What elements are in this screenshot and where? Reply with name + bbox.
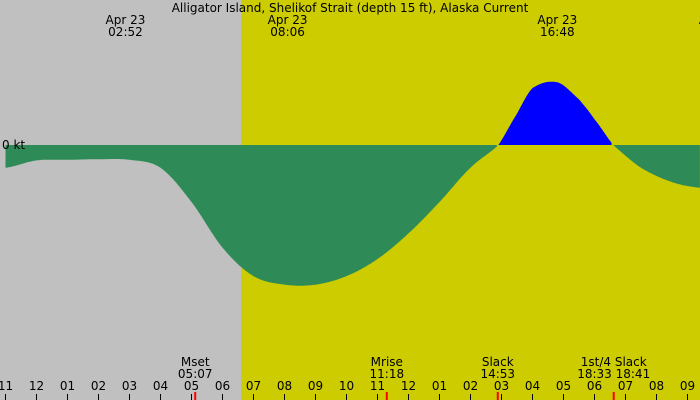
tick-mark-18: [563, 394, 564, 400]
tick-label-18: 05: [556, 379, 571, 393]
chart-title: Alligator Island, Shelikof Strait (depth…: [172, 1, 529, 15]
tick-mark-6: [191, 394, 192, 400]
tick-mark-15: [470, 394, 471, 400]
tick-label-20: 07: [618, 379, 633, 393]
event-name-mset: Mset: [181, 355, 210, 369]
tick-label-2: 01: [60, 379, 75, 393]
event-time-slack-2: 18:33 18:41: [577, 367, 650, 381]
tick-label-12: 11: [370, 379, 385, 393]
tick-label-7: 06: [215, 379, 230, 393]
tick-mark-8: [253, 394, 254, 400]
current-area-layer: [5, 81, 700, 286]
tick-label-14: 01: [432, 379, 447, 393]
hour-tick-labels: 11 12 01 02 03 04 05 06 07 08 09 10 11 12 01 02 03 04 05 06…: [0, 379, 695, 400]
event-time-slack-1: 14:53: [480, 367, 515, 381]
tick-mark-11: [346, 394, 347, 400]
tick-label-11: 10: [339, 379, 354, 393]
tick-mark-10: [315, 394, 316, 400]
event-marker-mrise: [385, 392, 388, 400]
tick-mark-1: [36, 394, 37, 400]
tick-label-0: 11: [0, 379, 13, 393]
tick-mark-0: [5, 394, 6, 400]
top-date-top-4: A: [699, 13, 700, 27]
tick-mark-19: [594, 394, 595, 400]
event-name-slack-2: 1st/4 Slack: [581, 355, 647, 369]
tick-mark-17: [532, 394, 533, 400]
event-marker-slack-2: [612, 392, 615, 400]
top-date-top-3: Apr 23: [537, 13, 577, 27]
event-marker-slack-1: [496, 392, 499, 400]
tick-label-5: 04: [153, 379, 168, 393]
event-time-mrise: 11:18: [370, 367, 405, 381]
tick-mark-22: [687, 394, 688, 400]
tick-label-9: 08: [277, 379, 292, 393]
tick-label-13: 12: [401, 379, 416, 393]
tick-label-6: 05: [184, 379, 199, 393]
tick-label-16: 03: [494, 379, 509, 393]
tick-mark-13: [408, 394, 409, 400]
tick-label-15: 02: [463, 379, 478, 393]
top-date-top-1: Apr 23: [106, 13, 146, 27]
tick-mark-16: [501, 394, 502, 400]
ebb-area-0: [5, 145, 497, 286]
ebb-area-2: [613, 145, 700, 188]
tick-label-3: 02: [91, 379, 106, 393]
tick-label-8: 07: [246, 379, 261, 393]
tick-mark-3: [98, 394, 99, 400]
top-time-top-3: 16:48: [540, 25, 575, 39]
tick-mark-14: [439, 394, 440, 400]
tick-mark-9: [284, 394, 285, 400]
top-time-top-2: 08:06: [270, 25, 305, 39]
tick-label-19: 06: [587, 379, 602, 393]
event-time-mset: 05:07: [178, 367, 213, 381]
event-name-slack-1: Slack: [482, 355, 514, 369]
tick-mark-21: [656, 394, 657, 400]
tick-label-1: 12: [29, 379, 44, 393]
tick-label-17: 04: [525, 379, 540, 393]
tick-mark-12: [377, 394, 378, 400]
event-marker-mset: [194, 392, 197, 400]
tick-mark-4: [129, 394, 130, 400]
zero-kt-label: 0 kt: [2, 138, 25, 152]
top-time-top-1: 02:52: [108, 25, 143, 39]
tick-label-10: 09: [308, 379, 323, 393]
tick-mark-20: [625, 394, 626, 400]
tick-label-22: 09: [680, 379, 695, 393]
tick-mark-5: [160, 394, 161, 400]
tick-label-4: 03: [122, 379, 137, 393]
tick-mark-7: [222, 394, 223, 400]
tick-mark-2: [67, 394, 68, 400]
top-date-top-2: Apr 23: [268, 13, 308, 27]
flood-area-1: [498, 81, 612, 145]
event-name-mrise: Mrise: [371, 355, 403, 369]
tick-label-21: 08: [649, 379, 664, 393]
